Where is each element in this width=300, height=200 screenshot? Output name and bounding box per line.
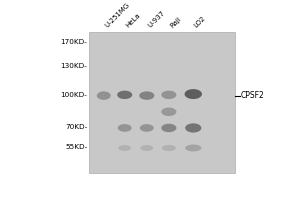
- Text: 100KD-: 100KD-: [61, 92, 88, 98]
- Ellipse shape: [162, 145, 176, 151]
- Ellipse shape: [185, 145, 201, 151]
- Text: CPSF2: CPSF2: [241, 91, 265, 100]
- Text: LO2: LO2: [193, 15, 207, 29]
- Ellipse shape: [161, 108, 176, 116]
- Text: U-937: U-937: [147, 9, 166, 29]
- FancyBboxPatch shape: [89, 32, 235, 173]
- Ellipse shape: [185, 123, 201, 133]
- Text: 55KD-: 55KD-: [65, 144, 88, 150]
- Ellipse shape: [140, 124, 154, 132]
- Text: 130KD-: 130KD-: [61, 63, 88, 69]
- Ellipse shape: [161, 124, 176, 132]
- Ellipse shape: [118, 145, 131, 151]
- Text: U-251MG: U-251MG: [104, 2, 131, 29]
- Ellipse shape: [184, 89, 202, 99]
- Ellipse shape: [140, 145, 153, 151]
- Ellipse shape: [161, 91, 176, 99]
- Text: HeLa: HeLa: [125, 12, 141, 29]
- Ellipse shape: [117, 91, 132, 99]
- Text: 170KD-: 170KD-: [61, 39, 88, 45]
- Ellipse shape: [97, 91, 111, 100]
- Ellipse shape: [139, 91, 154, 100]
- Text: Raji: Raji: [169, 15, 182, 29]
- Text: 70KD-: 70KD-: [65, 124, 88, 130]
- Ellipse shape: [118, 124, 132, 132]
